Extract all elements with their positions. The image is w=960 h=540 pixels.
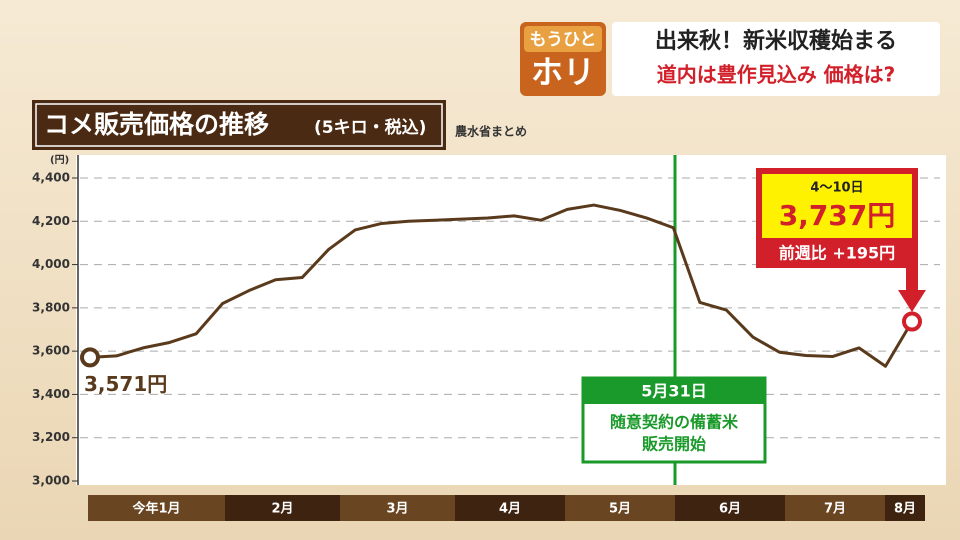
endpoint xyxy=(902,311,922,332)
source: 農水省まとめ xyxy=(455,124,527,139)
endpoint xyxy=(80,347,100,368)
month-band xyxy=(785,495,885,521)
headline: 出来秋！新米収穫始まる xyxy=(655,28,897,54)
logo-bottom: ホリ xyxy=(531,53,595,91)
title-border xyxy=(35,103,443,147)
y-tick-label: 4,400 xyxy=(32,171,70,185)
event-text: 販売開始 xyxy=(642,435,706,454)
logo-top-band xyxy=(524,26,602,52)
callout-date: 4〜10日 xyxy=(810,181,863,196)
y-tick-label: 3,800 xyxy=(32,300,70,314)
month-band xyxy=(340,495,455,521)
month-band xyxy=(225,495,340,521)
month-band xyxy=(455,495,565,521)
month-band xyxy=(88,495,225,521)
event-text: 随意契約の備蓄米 xyxy=(610,413,739,432)
y-tick-label: 3,600 xyxy=(32,344,70,358)
value-label: 3,571円 xyxy=(84,372,167,396)
month-band xyxy=(565,495,675,521)
x-tick-label: 2月 xyxy=(271,502,293,517)
y-tick-label: 3,200 xyxy=(32,430,70,444)
x-tick-label: 3月 xyxy=(386,502,408,517)
chart-title-suffix: (5キロ・税込) xyxy=(314,117,426,138)
y-tick-label: 3,400 xyxy=(32,387,70,401)
x-tick-label: 5月 xyxy=(609,502,631,517)
month-band xyxy=(885,495,925,521)
subheadline: 道内は豊作見込み 価格は? xyxy=(657,63,896,87)
title-box xyxy=(32,100,446,150)
x-tick-label: 6月 xyxy=(719,502,741,517)
price-line xyxy=(89,203,914,368)
x-tick-label: 今年1月 xyxy=(131,501,180,517)
arrow-shaft xyxy=(906,268,918,292)
arrow-head xyxy=(898,290,926,312)
y-tick-label: 3,000 xyxy=(32,474,70,488)
callout-inner xyxy=(762,174,912,238)
y-tick-label: 4,000 xyxy=(32,257,70,271)
callout-value: 3,737円 xyxy=(779,199,896,232)
y-tick-label: 4,200 xyxy=(32,214,70,228)
event-date: 5月31日 xyxy=(641,382,706,401)
callout-change: 前週比 +195円 xyxy=(779,244,895,263)
month-band xyxy=(675,495,785,521)
y-unit: (円) xyxy=(50,154,69,166)
event-header xyxy=(583,378,765,404)
logo-top: もうひと xyxy=(530,30,597,50)
headline-box xyxy=(612,22,940,96)
x-tick-label: 7月 xyxy=(824,502,846,517)
x-tick-label: 8月 xyxy=(894,502,916,517)
x-tick-label: 4月 xyxy=(499,502,521,517)
chart-title: コメ販売価格の推移 xyxy=(44,110,269,139)
